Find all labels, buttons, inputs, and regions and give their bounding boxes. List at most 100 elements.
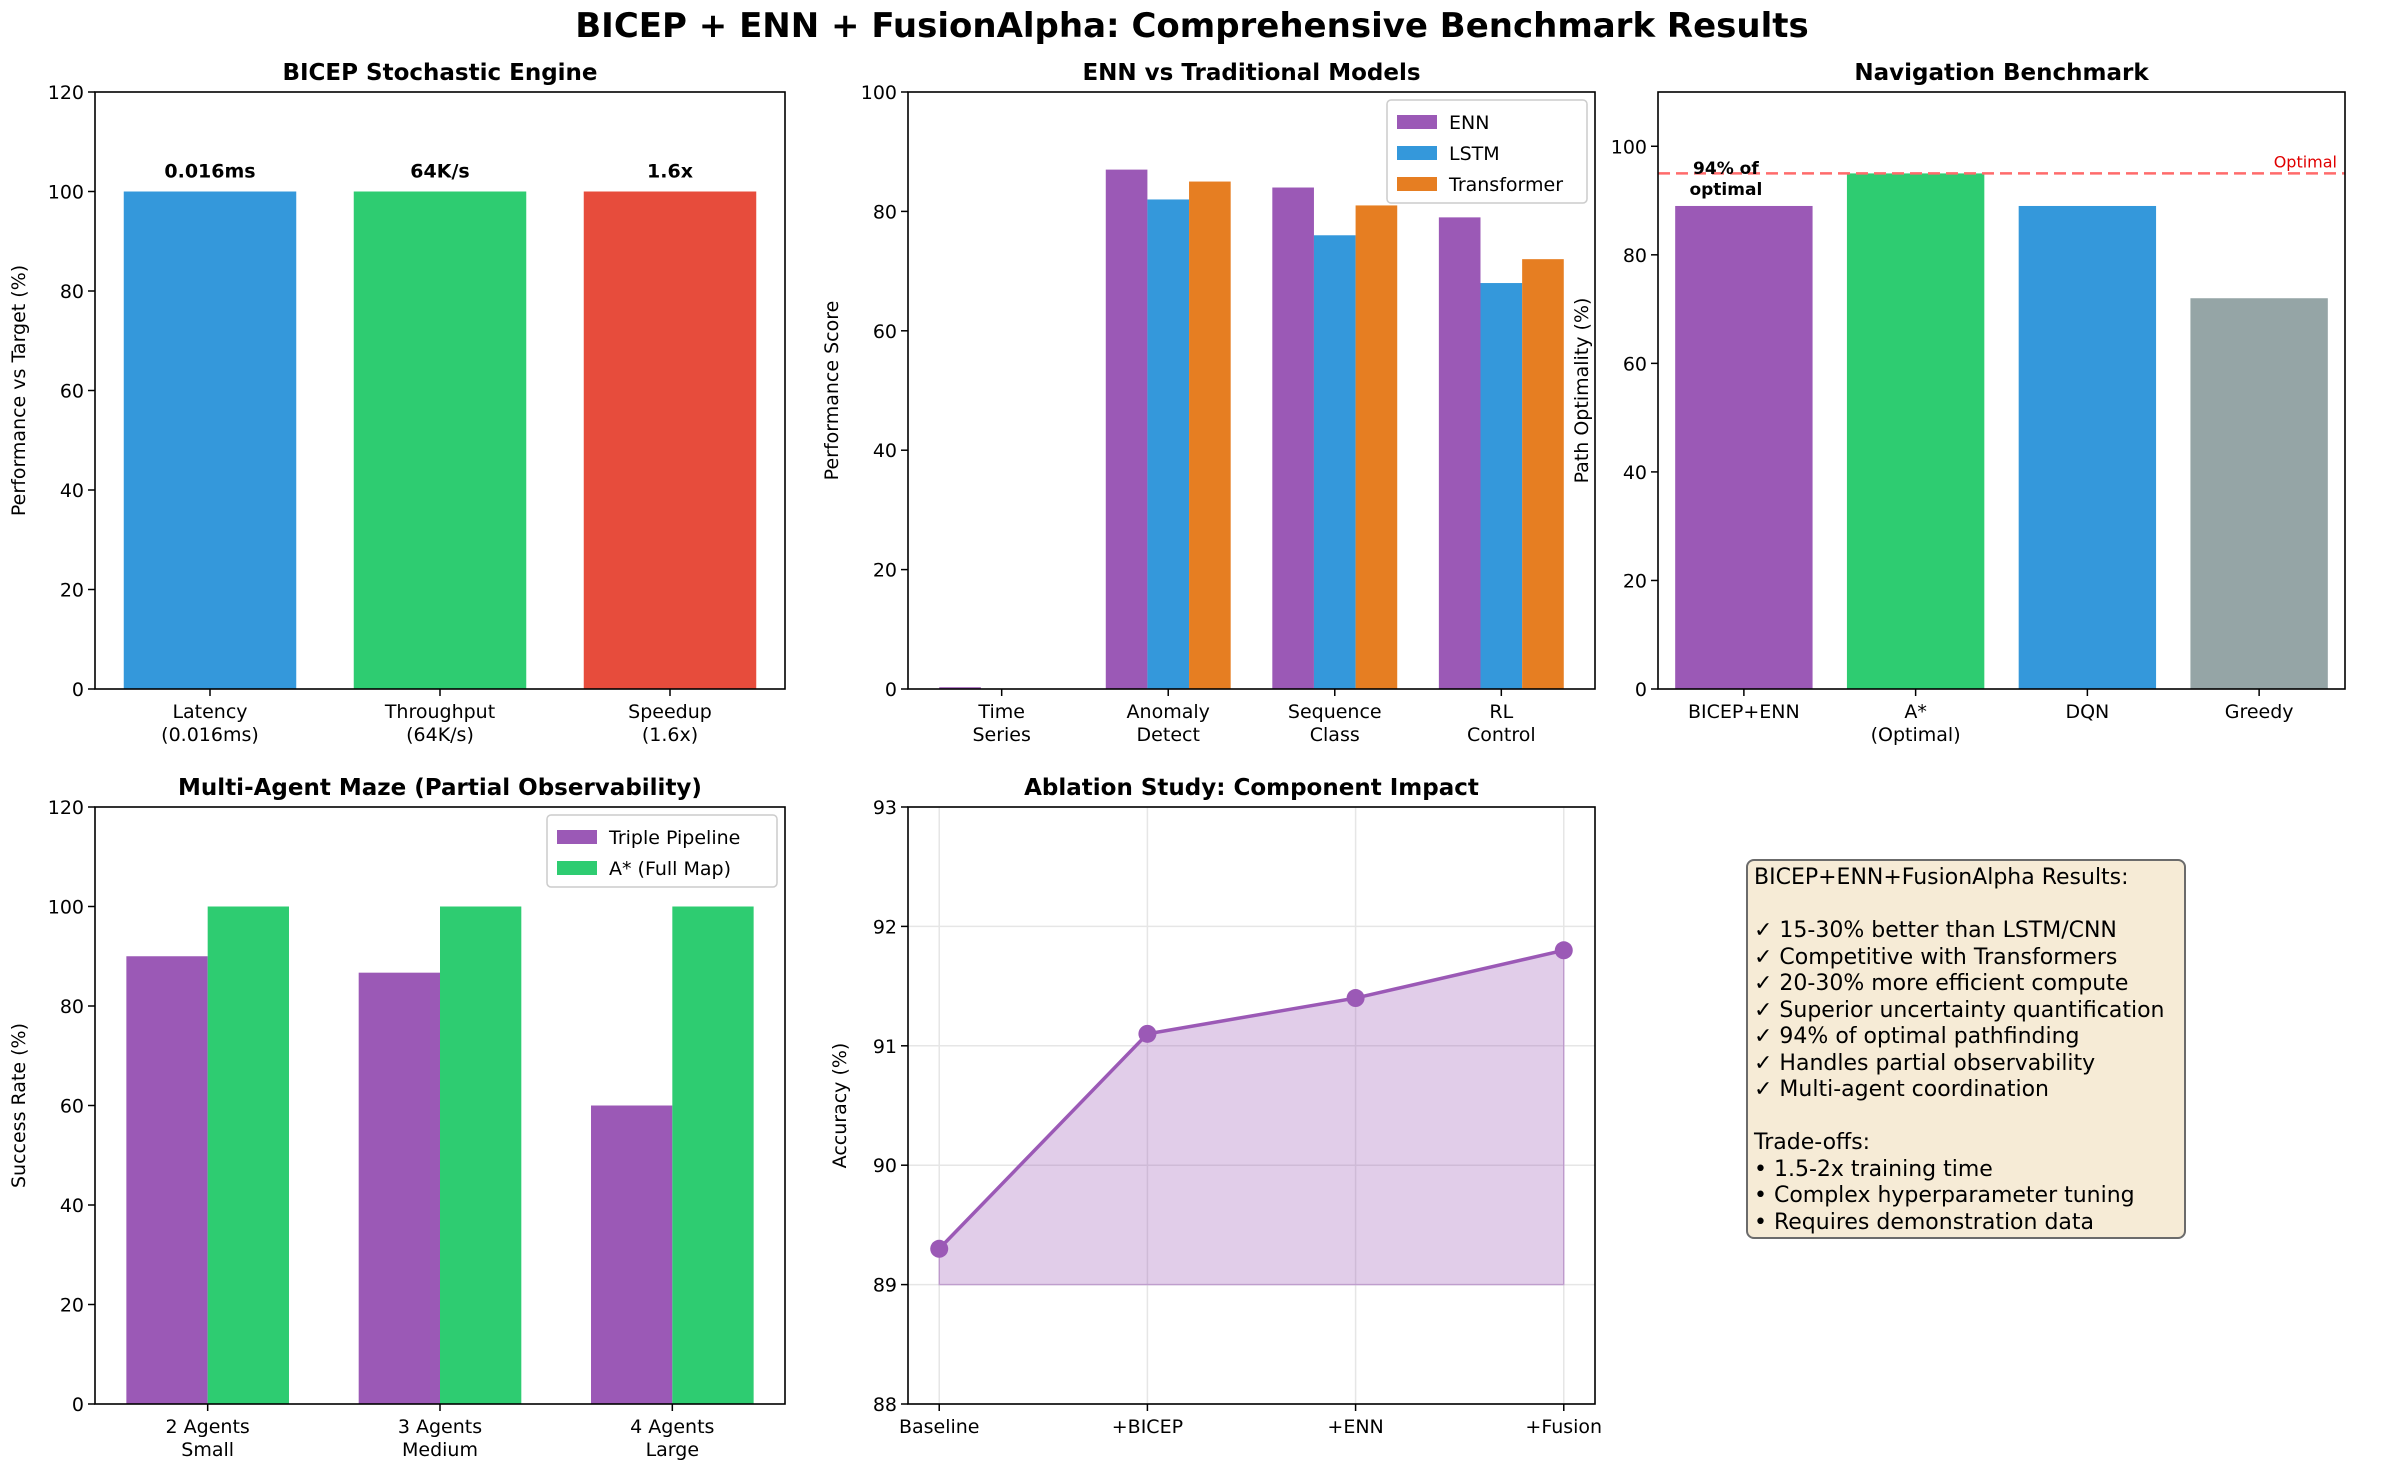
x-tick-label: +Fusion [1525,1416,1602,1438]
bar-throughput [353,191,527,689]
figure-title: BICEP + ENN + FusionAlpha: Comprehensive… [575,6,1809,46]
bar-value-label: 64K/s [410,161,469,183]
chart-title: Ablation Study: Component Impact [1024,775,1479,801]
chart-title: BICEP Stochastic Engine [282,60,597,86]
y-axis-label: Accuracy (%) [829,1043,851,1169]
plot-frame [907,91,1596,690]
legend-label-transformer: Transformer [1448,174,1563,196]
results-summary-box: BICEP+ENN+FusionAlpha Results: ✓ 15-30% b… [1746,859,2186,1239]
y-tick-label: 100 [861,82,897,104]
summary-line: • Requires demonstration data [1754,1209,2095,1235]
y-tick-label: 20 [1623,570,1647,592]
summary-line: ✓ 20-30% more efficient compute [1754,971,2129,996]
point-enn [1346,989,1365,1008]
y-tick-label: 40 [60,1195,84,1217]
bar-value-label: 1.6x [647,161,693,183]
y-tick-label: 100 [1611,136,1647,158]
bar-lstm-rl [1480,283,1523,689]
y-axis-label: Path Optimality (%) [1571,298,1593,484]
summary-line: Trade-offs: [1754,1130,1871,1155]
x-tick-label: 3 Agents Medium [398,1416,482,1461]
x-tick-label: RL Control [1467,701,1536,746]
chart-title: Navigation Benchmark [1854,60,2149,86]
x-tick-label: Time Series [972,701,1030,746]
bar-a-full-map-3-agents [440,906,522,1404]
summary-line: ✓ Handles partial observability [1754,1050,2096,1076]
bar-enn-sequence [1272,187,1314,689]
bar-a-full-map-4-agents [672,906,754,1404]
summary-line: • Complex hyperparameter tuning [1754,1183,2135,1208]
accuracy-area-fill [938,949,1565,1286]
chart-title: Multi-Agent Maze (Partial Observability) [178,775,702,801]
summary-line: ✓ Competitive with Transformers [1754,944,2118,970]
chart-bicep-stochastic-engine: BICEP Stochastic Engine 0 20 40 60 80 100 120 Pe… [8,60,786,746]
y-tick-label: 120 [48,82,84,104]
y-tick-label: 40 [60,480,84,502]
y-tick-label: 80 [60,281,84,303]
y-tick-label: 91 [873,1036,897,1058]
legend-label-triple-pipeline: Triple Pipeline [608,827,740,849]
bar-transformer-rl [1522,259,1564,689]
y-tick-label: 90 [873,1155,897,1177]
bar-triple-pipeline-4-agents [591,1105,673,1404]
summary-line [1754,892,2178,919]
x-tick-label: Anomaly Detect [1127,701,1210,746]
x-tick-label: Throughput (64K/s) [384,701,495,746]
summary-line: ✓ 94% of optimal pathfinding [1754,1024,2080,1049]
y-tick-label: 80 [60,996,84,1018]
y-axis-label: Performance Score [821,301,843,481]
bar-transformer-sequence [1355,205,1398,689]
x-tick-label: A* (Optimal) [1871,701,1961,746]
accuracy-line [937,948,1565,1250]
y-tick-label: 89 [873,1275,897,1297]
y-tick-label: 40 [873,440,897,462]
y-tick-label: 93 [873,797,897,819]
y-tick-label: 0 [72,679,84,701]
y-axis-label: Performance vs Target (%) [8,265,30,516]
x-tick-label: 2 Agents Small [166,1416,250,1461]
legend-swatch-enn [1397,115,1437,129]
legend-swatch-lstm [1397,146,1437,160]
y-tick-label: 20 [60,580,84,602]
y-tick-label: 40 [1623,462,1647,484]
chart-navigation-benchmark: Navigation Benchmark 0 20 40 60 80 100 Path Opt… [1571,60,2346,746]
x-tick-label: +ENN [1327,1416,1383,1438]
x-tick-label: Latency (0.016ms) [161,701,259,746]
summary-line: • 1.5-2x training time [1754,1156,1993,1182]
y-tick-label: 88 [873,1394,897,1416]
y-tick-label: 60 [60,381,84,403]
legend-label-lstm: LSTM [1449,143,1500,165]
y-tick-label: 92 [873,916,897,938]
x-tick-label: DQN [2065,701,2109,723]
x-tick-label: Sequence Class [1288,701,1382,746]
y-tick-label: 80 [873,201,897,223]
legend-label-a-full-map: A* (Full Map) [609,858,731,880]
legend-label-enn: ENN [1449,112,1489,134]
x-tick-label: +BICEP [1112,1416,1183,1438]
y-tick-label: 0 [885,679,897,701]
bar-speedup [583,191,757,689]
y-tick-label: 100 [48,897,84,919]
legend-swatch-transformer [1397,177,1437,191]
bar-bicep-enn [1675,205,1813,690]
bar-a-full-map-2-agents [207,906,289,1404]
summary-line [1754,1104,2178,1131]
summary-line: ✓ 15-30% better than LSTM/CNN [1754,918,2117,943]
y-tick-label: 20 [60,1295,84,1317]
y-tick-label: 120 [48,797,84,819]
bar-lstm-sequence [1313,235,1356,689]
chart-enn-vs-traditional: ENN vs Traditional Models 0 20 40 60 80 100 Per… [821,60,1596,746]
bar-lstm-anomaly [1147,199,1190,689]
y-axis-label: Success Rate (%) [8,1023,30,1188]
bar-annotation: 94% of optimal [1689,159,1762,200]
bar-latency [123,191,297,689]
summary-line: BICEP+ENN+FusionAlpha Results: [1754,865,2129,890]
y-tick-label: 100 [48,182,84,204]
legend-swatch-a-full-map [557,861,597,875]
point-bicep [1138,1024,1157,1043]
optimal-reference-label: Optimal [2274,152,2337,171]
bar-greedy [2190,298,2328,689]
point-baseline [930,1239,949,1258]
bar-enn-anomaly [1105,169,1148,690]
bar-transformer-anomaly [1189,181,1231,690]
